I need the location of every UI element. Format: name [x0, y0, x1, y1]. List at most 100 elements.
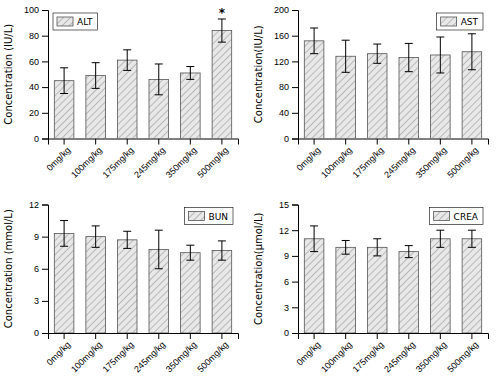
y-tick: 200 [274, 5, 298, 15]
x-tick-label: 0mg/kg [295, 145, 323, 173]
y-tick-label: 160 [274, 31, 289, 41]
y-tick-mark [292, 205, 298, 206]
y-tick-mark [42, 205, 48, 206]
x-tick: 175mg/kg [101, 333, 136, 374]
y-tick: 9 [284, 251, 298, 261]
y-tick: 40 [279, 108, 298, 118]
y-axis: 03691215 [279, 200, 299, 339]
y-tick-label: 12 [279, 226, 289, 236]
x-tick: 0mg/kg [295, 139, 323, 173]
x-tick: 350mg/kg [414, 139, 449, 180]
x-axis: 0mg/kg100mg/kg175mg/kg245mg/kg350mg/kg50… [45, 139, 239, 180]
legend-swatch [189, 212, 205, 221]
bar [212, 251, 232, 333]
y-axis-title: Concentration (IU/L) [3, 24, 14, 125]
x-tick-label: 0mg/kg [45, 339, 73, 367]
legend-swatch [441, 17, 457, 26]
y-tick-label: 100 [24, 5, 39, 15]
y-axis-line [42, 205, 49, 334]
x-tick-mark [127, 333, 128, 339]
y-tick-label: 6 [34, 264, 39, 274]
y-tick-mark [42, 87, 48, 88]
y-tick-label: 200 [274, 5, 289, 15]
bar [117, 60, 137, 138]
y-axis: 0 40 80 120 160 200 [274, 5, 299, 144]
y-tick-label: 20 [29, 108, 39, 118]
y-tick-label: 0 [284, 328, 289, 338]
x-tick: 0mg/kg [45, 139, 73, 173]
x-tick-label: 245mg/kg [382, 145, 417, 180]
y-tick: 12 [279, 226, 298, 236]
bar [181, 73, 201, 139]
legend: ALT [53, 13, 97, 30]
error-bar [186, 67, 194, 80]
x-tick-mark [440, 139, 441, 145]
bar [367, 247, 387, 333]
x-tick: 350mg/kg [164, 333, 199, 374]
x-tick: 245mg/kg [382, 139, 417, 180]
x-tick-mark [190, 333, 191, 339]
y-tick: 120 [274, 57, 298, 67]
y-tick-mark [292, 36, 298, 37]
bar [399, 252, 419, 333]
error-bar [155, 230, 163, 269]
legend-label: AST [461, 17, 479, 27]
y-tick: 80 [279, 82, 298, 92]
y-tick-label: 3 [34, 296, 39, 306]
error-bar [373, 239, 381, 256]
y-tick-mark [292, 256, 298, 257]
y-tick-mark [42, 113, 48, 114]
x-tick: 175mg/kg [351, 333, 386, 374]
legend-label: CREA [454, 212, 479, 222]
x-tick-label: 350mg/kg [164, 145, 199, 180]
y-tick-mark [292, 10, 298, 11]
y-tick-mark [292, 282, 298, 283]
x-tick-label: 500mg/kg [195, 145, 230, 180]
y-tick: 0 [284, 134, 298, 144]
x-tick-label: 245mg/kg [132, 145, 167, 180]
y-tick: 160 [274, 31, 298, 41]
x-tick-label: 350mg/kg [164, 339, 199, 374]
x-tick: 175mg/kg [101, 139, 136, 180]
error-bar [310, 28, 318, 54]
x-tick: 100mg/kg [319, 139, 354, 180]
x-tick-label: 100mg/kg [69, 339, 104, 374]
x-tick-mark [345, 333, 346, 339]
x-tick-mark [190, 139, 191, 145]
legend-swatch [434, 212, 450, 221]
x-tick-label: 175mg/kg [351, 339, 386, 374]
y-tick-mark [292, 230, 298, 231]
plot-area [304, 226, 481, 333]
x-tick-mark [408, 333, 409, 339]
y-tick-mark [292, 307, 298, 308]
legend: CREA [430, 208, 483, 225]
error-bar [123, 50, 131, 71]
x-tick: 245mg/kg [132, 333, 167, 374]
y-tick-mark [292, 113, 298, 114]
y-tick-mark [42, 237, 48, 238]
x-tick: 245mg/kg [132, 139, 167, 180]
y-tick-mark [42, 139, 48, 140]
error-bar [218, 19, 226, 42]
bar [212, 31, 232, 139]
x-tick-label: 245mg/kg [382, 339, 417, 374]
x-axis: 0mg/kg100mg/kg175mg/kg245mg/kg350mg/kg50… [295, 139, 489, 180]
x-tick: 0mg/kg [295, 333, 323, 367]
y-axis-line [292, 11, 299, 140]
y-tick-mark [292, 333, 298, 334]
error-bar [436, 230, 444, 247]
x-tick-mark [221, 333, 222, 339]
x-tick-label: 350mg/kg [414, 339, 449, 374]
bar [336, 247, 356, 333]
panel: 0 40 80 120 160 200 0mg/kg100mg/kg175mg/kg245m… [253, 5, 489, 180]
bar [462, 239, 482, 333]
bar [431, 239, 451, 333]
y-tick-mark [42, 269, 48, 270]
x-tick-label: 100mg/kg [69, 145, 104, 180]
x-axis-line [49, 334, 239, 340]
error-bar [218, 241, 226, 260]
panel: 036912150mg/kg100mg/kg175mg/kg245mg/kg35… [253, 200, 489, 375]
x-tick: 350mg/kg [164, 139, 199, 180]
y-tick: 80 [29, 31, 48, 41]
x-tick-label: 500mg/kg [445, 145, 480, 180]
